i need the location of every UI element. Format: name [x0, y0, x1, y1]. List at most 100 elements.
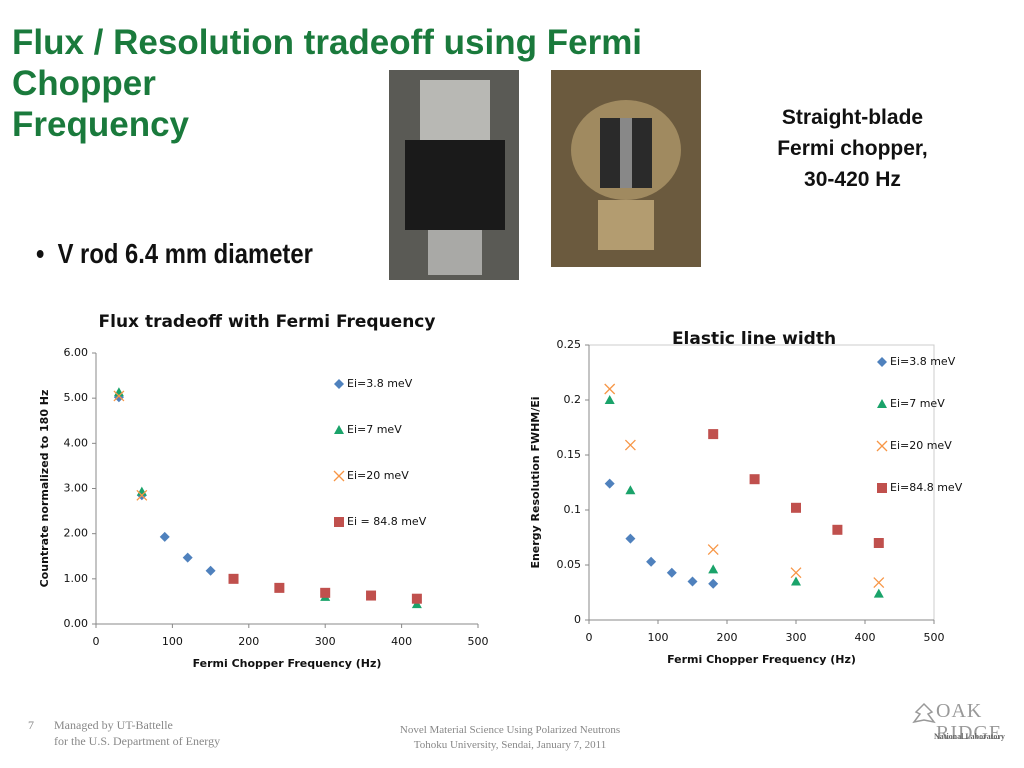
legend-label: Ei=20 meV	[347, 469, 409, 482]
marker-triangle	[873, 588, 884, 598]
marker-cross	[624, 439, 636, 451]
footer-center: Novel Material Science Using Polarized N…	[340, 723, 680, 753]
footer-line: Managed by UT-Battelle	[54, 718, 173, 732]
bullet-text: V rod 6.4 mm diameter	[57, 238, 313, 269]
marker-square	[832, 524, 843, 535]
marker-square	[411, 593, 422, 604]
legend-label: Ei=7 meV	[890, 397, 945, 410]
caption-line: 30-420 Hz	[804, 168, 901, 191]
x-tick-label: 200	[238, 635, 259, 648]
marker-square	[228, 573, 239, 584]
x-tick-label: 300	[786, 631, 807, 644]
marker-diamond	[625, 533, 636, 544]
marker-cross	[873, 577, 885, 589]
photo-detail	[428, 230, 482, 275]
footer-line: Tohoku University, Sendai, January 7, 20…	[413, 739, 607, 751]
legend-label: Ei = 84.8 meV	[347, 515, 427, 528]
logo-line: RIDGE	[936, 722, 1003, 744]
marker-diamond	[182, 552, 193, 563]
y-axis-label: Countrate normalized to 180 Hz	[38, 390, 51, 588]
marker-cross	[707, 544, 719, 556]
legend-marker	[877, 399, 887, 408]
y-tick-label: 0.1	[564, 503, 582, 516]
legend-label: Ei=7 meV	[347, 423, 402, 436]
y-tick-label: 0.25	[557, 338, 582, 351]
x-tick-label: 100	[648, 631, 669, 644]
caption-line: Fermi chopper,	[777, 137, 928, 160]
x-tick-label: 300	[315, 635, 336, 648]
y-tick-label: 1.00	[64, 572, 89, 585]
chart-title: Flux tradeoff with Fermi Frequency	[99, 312, 436, 332]
legend-marker	[333, 470, 345, 482]
y-tick-label: 0.15	[557, 448, 582, 461]
photo-detail	[620, 118, 632, 188]
marker-cross	[790, 567, 802, 579]
photo-detail	[405, 140, 505, 230]
marker-diamond	[159, 531, 170, 542]
bullet: • V rod 6.4 mm diameter	[36, 238, 313, 269]
legend-marker	[877, 483, 887, 493]
footer-line: Novel Material Science Using Polarized N…	[399, 724, 621, 736]
legend-label: Ei=3.8 meV	[347, 377, 413, 390]
photo-caption: Straight-blade Fermi chopper, 30-420 Hz	[740, 102, 965, 195]
caption-line: Straight-blade	[781, 106, 924, 129]
y-tick-label: 3.00	[64, 482, 89, 495]
logo-text: OAK RIDGE	[936, 700, 1002, 744]
legend-marker	[334, 379, 344, 389]
logo-leaf	[912, 702, 936, 724]
legend-marker	[334, 425, 344, 434]
marker-triangle	[791, 576, 801, 586]
title-line: Flux / Resolution tradeoff using Fermi	[12, 23, 643, 62]
marker-cross	[136, 489, 148, 501]
y-tick-label: 5.00	[64, 391, 89, 404]
legend-label: Ei=20 meV	[890, 439, 952, 452]
x-tick-label: 0	[586, 631, 593, 644]
marker-diamond	[687, 576, 698, 587]
photo-detail	[420, 80, 490, 140]
y-tick-label: 2.00	[64, 527, 89, 540]
x-tick-label: 0	[93, 635, 100, 648]
y-tick-label: 0.00	[64, 617, 89, 630]
marker-triangle	[708, 564, 719, 574]
x-tick-label: 200	[717, 631, 738, 644]
legend-label: Ei=84.8 meV	[890, 481, 963, 494]
marker-triangle	[625, 485, 636, 495]
y-tick-label: 0.2	[564, 393, 582, 406]
x-tick-label: 100	[162, 635, 183, 648]
marker-triangle	[604, 395, 615, 404]
marker-square	[274, 582, 285, 593]
marker-square	[749, 474, 760, 485]
charts: Flux tradeoff with Fermi Frequency 0.00 1.…	[38, 312, 963, 670]
marker-square	[873, 538, 884, 548]
x-tick-label: 500	[924, 631, 945, 644]
footer-line: for the U.S. Department of Energy	[54, 734, 221, 748]
y-tick-label: 0	[574, 613, 581, 626]
x-axis-label: Fermi Chopper Frequency (Hz)	[667, 653, 856, 666]
page-number: 7	[28, 718, 34, 732]
marker-cross	[604, 383, 616, 395]
legend-marker	[876, 440, 888, 452]
marker-square	[791, 502, 801, 513]
legend-marker	[877, 357, 887, 367]
marker-diamond	[646, 556, 657, 567]
marker-cross	[113, 390, 125, 402]
y-tick-label: 4.00	[64, 436, 89, 449]
marker-diamond	[708, 578, 719, 589]
marker-square	[366, 590, 377, 601]
slide-title: Flux / Resolution tradeoff using Fermi C…	[12, 22, 642, 145]
y-axis-label: Energy Resolution FWHM/Ei	[529, 396, 542, 568]
logo-line: OAK	[936, 700, 983, 722]
footer-text: Managed by UT-Battelle for the U.S. Depar…	[54, 717, 220, 749]
x-axis-label: Fermi Chopper Frequency (Hz)	[193, 657, 382, 670]
marker-diamond	[666, 567, 677, 578]
y-tick-label: 6.00	[64, 346, 89, 359]
legend-marker	[334, 517, 344, 527]
chart-title: Elastic line width	[672, 329, 836, 349]
logo: OAK RIDGE National Laboratory	[912, 700, 1012, 750]
title-line: Frequency	[12, 105, 189, 144]
marker-square	[320, 587, 331, 598]
x-tick-label: 400	[855, 631, 876, 644]
photo-detail	[598, 200, 654, 250]
